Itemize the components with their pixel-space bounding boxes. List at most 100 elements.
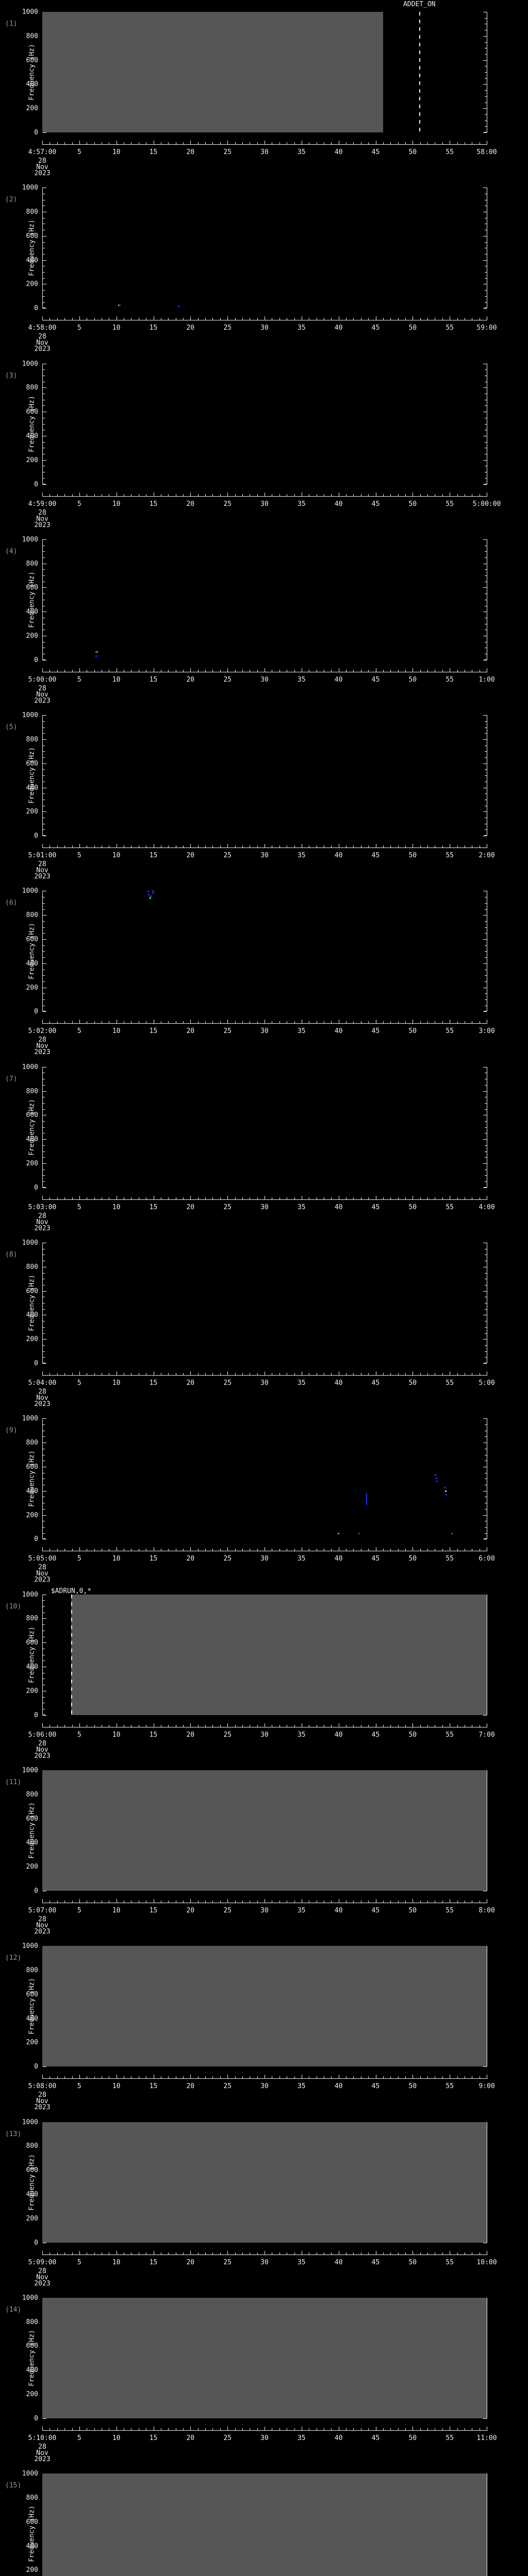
y-tick-label: 400 bbox=[26, 784, 38, 792]
y-tick bbox=[485, 1527, 487, 1528]
y-tick bbox=[43, 1418, 46, 1419]
x-tick bbox=[257, 669, 258, 672]
x-tick bbox=[183, 1373, 184, 1376]
x-tick bbox=[427, 494, 428, 496]
x-tick bbox=[427, 318, 428, 320]
x-tick bbox=[72, 2428, 73, 2430]
x-tick bbox=[331, 1021, 332, 1024]
spectrogram-panel: (15)Frequency (Hz)020040060080010005:11:… bbox=[0, 2462, 528, 2576]
y-tick bbox=[485, 951, 487, 952]
y-tick-label: 600 bbox=[26, 1639, 38, 1647]
x-tick bbox=[190, 1195, 191, 1199]
x-tick bbox=[94, 845, 95, 848]
y-tick bbox=[485, 405, 487, 406]
y-tick-label: 0 bbox=[34, 1887, 38, 1895]
x-date-label: 2023 bbox=[34, 2104, 51, 2112]
x-tick bbox=[42, 2426, 43, 2430]
y-tick bbox=[485, 1333, 487, 1334]
y-tick bbox=[43, 793, 45, 794]
x-tick bbox=[212, 845, 213, 848]
x-tick bbox=[331, 1373, 332, 1376]
x-tick bbox=[442, 142, 443, 144]
y-tick-label: 400 bbox=[26, 80, 38, 89]
y-tick bbox=[483, 1339, 487, 1340]
x-tick bbox=[42, 1195, 43, 1199]
y-axis-title: Frequency (Hz) bbox=[28, 747, 36, 804]
y-axis-left bbox=[42, 1418, 43, 1539]
y-tick bbox=[43, 1109, 45, 1110]
x-tick-label: 15 bbox=[149, 1731, 158, 1739]
y-tick bbox=[43, 569, 45, 570]
x-tick-label: 40 bbox=[334, 1906, 343, 1914]
x-date-label: 28 bbox=[38, 684, 46, 692]
x-tick bbox=[57, 2076, 58, 2079]
y-tick-label: 0 bbox=[34, 656, 38, 664]
y-tick bbox=[485, 909, 487, 910]
x-date-label: 2023 bbox=[34, 2279, 51, 2287]
x-date-label: 28 bbox=[38, 2091, 46, 2099]
x-tick bbox=[64, 2076, 65, 2079]
x-tick-label: 25 bbox=[223, 852, 232, 860]
x-tick bbox=[235, 1197, 236, 1199]
y-tick bbox=[485, 1145, 487, 1146]
x-tick-label: 55 bbox=[446, 1379, 454, 1387]
x-tick bbox=[279, 494, 280, 496]
x-tick bbox=[390, 1373, 391, 1376]
x-tick bbox=[235, 1724, 236, 1727]
event-marker-line bbox=[419, 12, 421, 132]
x-tick bbox=[457, 1021, 458, 1024]
x-tick bbox=[242, 1549, 243, 1551]
y-tick bbox=[485, 757, 487, 758]
x-tick bbox=[412, 668, 414, 672]
x-tick bbox=[220, 845, 221, 848]
x-tick bbox=[57, 669, 58, 672]
x-tick bbox=[442, 669, 443, 672]
x-tick bbox=[235, 1900, 236, 1903]
x-tick bbox=[390, 669, 391, 672]
x-tick bbox=[220, 1900, 221, 1903]
x-tick bbox=[227, 1547, 228, 1551]
x-tick bbox=[79, 668, 80, 672]
x-tick-label: 35 bbox=[297, 1203, 306, 1211]
x-tick-label: 55 bbox=[446, 852, 454, 860]
x-tick bbox=[42, 2250, 43, 2255]
x-tick-label: 45 bbox=[371, 675, 380, 684]
y-tick bbox=[43, 915, 46, 916]
x-tick bbox=[242, 2428, 243, 2430]
x-tick bbox=[242, 494, 243, 496]
x-tick bbox=[353, 1724, 354, 1727]
x-axis bbox=[42, 1375, 487, 1376]
x-tick bbox=[412, 1195, 414, 1199]
x-date-label: 2023 bbox=[34, 873, 51, 881]
y-tick bbox=[43, 1345, 45, 1346]
x-tick bbox=[412, 1020, 414, 1024]
panel-index-label: (6) bbox=[5, 899, 18, 907]
x-tick bbox=[242, 669, 243, 672]
x-tick-label: 5 bbox=[77, 1555, 81, 1563]
y-tick-label: 1000 bbox=[22, 711, 38, 720]
x-tick bbox=[368, 1900, 369, 1903]
y-tick bbox=[485, 272, 487, 273]
x-tick bbox=[64, 2252, 65, 2255]
y-tick-label: 200 bbox=[26, 456, 38, 464]
x-date-label: 28 bbox=[38, 1915, 46, 1923]
y-tick-label: 200 bbox=[26, 1511, 38, 1519]
x-tick bbox=[79, 1195, 80, 1199]
panel-index-label: (3) bbox=[5, 371, 18, 380]
x-tick bbox=[398, 142, 399, 144]
x-tick bbox=[220, 1549, 221, 1551]
y-tick-label: 800 bbox=[26, 1967, 38, 1975]
x-tick bbox=[197, 2428, 199, 2430]
y-tick bbox=[43, 1606, 45, 1607]
x-date-label: 2023 bbox=[34, 345, 51, 353]
y-tick bbox=[485, 423, 487, 425]
y-tick-label: 400 bbox=[26, 1487, 38, 1495]
x-tick bbox=[279, 1900, 280, 1903]
x-tick bbox=[457, 494, 458, 496]
x-tick-label: 45 bbox=[371, 2434, 380, 2442]
x-tick bbox=[279, 669, 280, 672]
x-tick-label: 50 bbox=[408, 2434, 417, 2442]
x-tick bbox=[42, 316, 43, 320]
x-tick bbox=[398, 2428, 399, 2430]
x-tick bbox=[72, 1373, 73, 1376]
